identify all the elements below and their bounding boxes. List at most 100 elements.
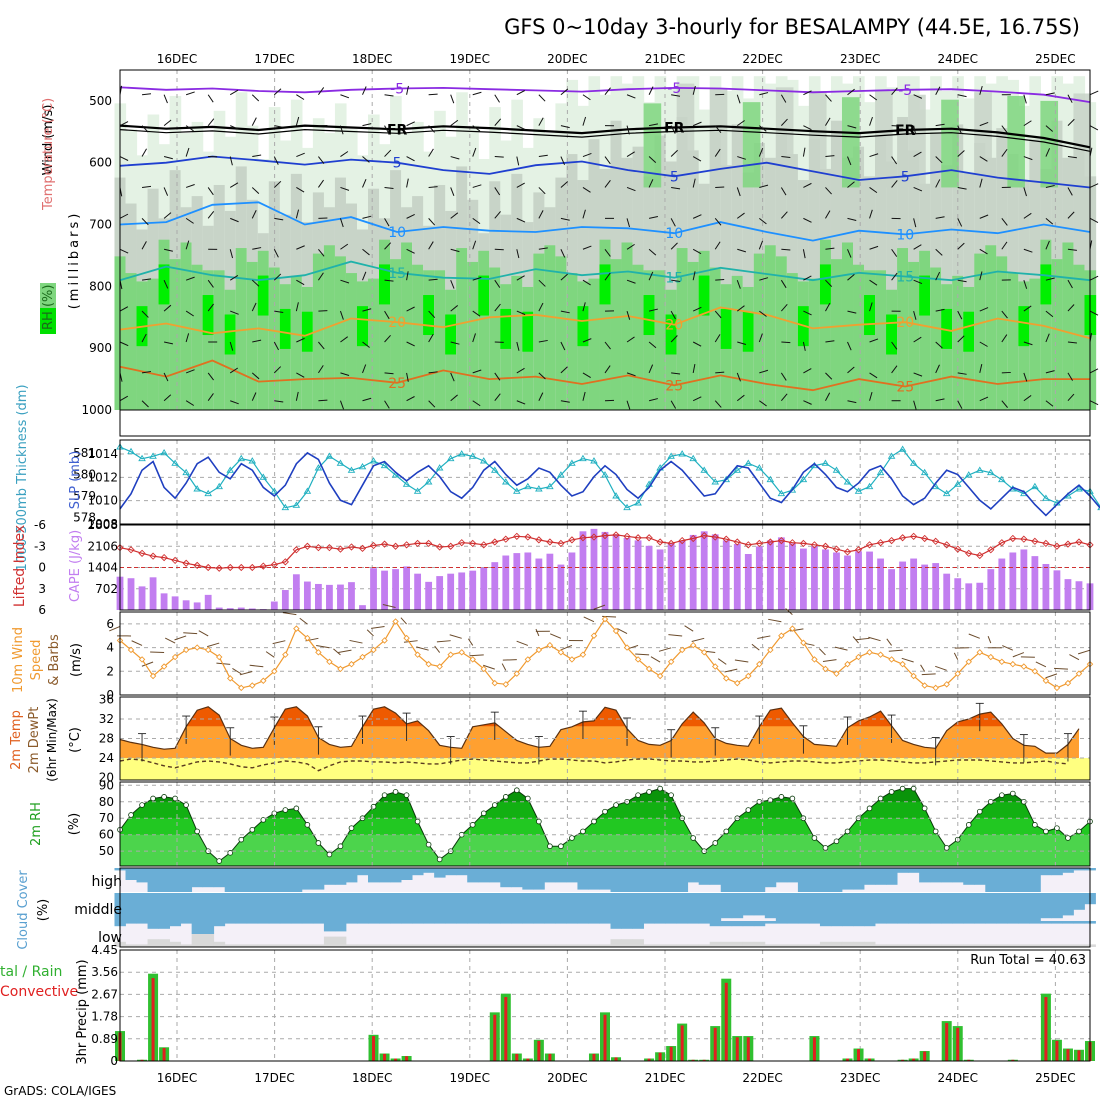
- wind-barb: [979, 396, 989, 402]
- cloud-low-gray-cell: [830, 941, 843, 947]
- precip-convective-bar: [1077, 1050, 1081, 1061]
- wind10-marker: [855, 653, 862, 661]
- rh-marker: [403, 792, 410, 798]
- cloud-low-gray-cell: [599, 944, 611, 947]
- rh-marker: [723, 828, 730, 835]
- rh-upper-column: [1007, 95, 1025, 188]
- wind-barb: [516, 182, 525, 188]
- wind-barb: [979, 121, 989, 127]
- wind10-marker: [888, 656, 895, 663]
- wind-barb: [274, 310, 284, 313]
- wind-barb: [648, 341, 657, 349]
- wind-barb: [163, 372, 169, 382]
- wind-barb: [339, 310, 344, 320]
- cloud-high-cell: [312, 868, 325, 890]
- cape-bar: [535, 558, 543, 610]
- rh-marker: [161, 794, 167, 800]
- wind-barb: [648, 308, 658, 312]
- rh-band-mid: [1062, 242, 1075, 410]
- rh-marker: [326, 851, 333, 858]
- wind-barb: [450, 248, 460, 253]
- rh-band-bright: [500, 308, 512, 349]
- wind-barb: [802, 147, 806, 157]
- wind-barb: [141, 241, 147, 250]
- cloud-low-cell: [202, 921, 215, 934]
- cloud-high-cell: [742, 868, 755, 892]
- wind10-barb: [901, 657, 914, 663]
- top-date-label: 21DEC: [645, 52, 685, 66]
- precip-convective-bar: [372, 1036, 376, 1061]
- rh-band-mid: [632, 264, 645, 410]
- cloud-high-cell: [390, 868, 402, 883]
- rh-marker: [480, 810, 487, 817]
- bottom-date-label: 20DEC: [547, 1071, 587, 1085]
- wind-barb: [295, 209, 300, 219]
- precip-convective-label: Convective: [0, 984, 78, 1000]
- wind-barb: [119, 306, 129, 312]
- wind-barb: [847, 125, 857, 129]
- cloud-low-gray-cell: [1029, 944, 1041, 947]
- lifted-index-tick: 3: [38, 582, 46, 596]
- wind-barb: [295, 302, 299, 312]
- cape-bar: [480, 567, 488, 610]
- rh-marker: [414, 818, 421, 825]
- cloud-low-cell: [996, 921, 1008, 924]
- wind-barb: [957, 94, 967, 98]
- lifted-index-marker: [700, 531, 708, 540]
- wind-barb: [737, 341, 747, 345]
- wind-barb: [1045, 240, 1050, 250]
- wind-barb: [825, 117, 831, 126]
- cape-bar: [601, 531, 609, 610]
- wind-barb: [1023, 372, 1028, 382]
- cloud-high-cell: [643, 868, 656, 892]
- lifted-index-marker: [524, 533, 532, 541]
- wind-barb: [869, 209, 873, 219]
- cloud-low-cell: [323, 921, 336, 932]
- wind-barb: [472, 333, 476, 343]
- wind-barb: [957, 372, 967, 375]
- rh-band-gray: [886, 161, 898, 410]
- rh-band-bright: [864, 295, 876, 336]
- wind-barb: [979, 271, 983, 281]
- lifted-index-marker: [160, 553, 168, 562]
- cloud-middle-cell: [797, 893, 810, 921]
- wind10-marker: [249, 682, 256, 689]
- cloud-high-cell: [930, 868, 942, 883]
- cloud-middle-cell: [709, 893, 722, 921]
- thickness-tick: 581: [73, 446, 96, 460]
- cloud-high-cell: [599, 868, 611, 890]
- wind10-barb: [852, 636, 859, 644]
- cloud-middle-cell: [1073, 893, 1085, 910]
- wind-barb: [736, 394, 745, 402]
- lifted-index-marker: [215, 564, 223, 572]
- cape-bar: [700, 531, 708, 610]
- lifted-index-marker: [314, 544, 323, 552]
- cloud-high-cell: [709, 868, 722, 885]
- wind-barb: [847, 310, 857, 314]
- temp-label-2: 2m DewPt: [27, 707, 42, 774]
- wind-barb: [251, 187, 260, 194]
- cloud-high-cell: [819, 868, 832, 892]
- cape-bar: [557, 564, 565, 610]
- wind-barb: [362, 308, 372, 312]
- wind-barb: [714, 310, 722, 319]
- cloud-low-gray-cell: [687, 944, 700, 947]
- wind10-marker: [899, 660, 906, 668]
- wind-barb: [251, 117, 257, 126]
- precip-tick: 2.67: [91, 987, 118, 1001]
- wind-barb: [428, 148, 434, 157]
- cloud-high-cell: [511, 868, 523, 888]
- wind-barb: [759, 277, 769, 281]
- slp-marker: [160, 448, 168, 456]
- slp-marker: [711, 478, 720, 485]
- wind-barb: [340, 94, 350, 99]
- cape-bar: [645, 545, 653, 610]
- pressure-tick: 1000: [81, 403, 112, 417]
- rh-marker: [249, 826, 256, 833]
- cape-bar: [226, 608, 234, 610]
- wind-barb: [582, 152, 592, 158]
- cloud-high-cell: [379, 868, 391, 883]
- wind-barb: [604, 341, 611, 350]
- cloud-low-cell: [621, 921, 633, 929]
- wind-barb: [362, 86, 367, 95]
